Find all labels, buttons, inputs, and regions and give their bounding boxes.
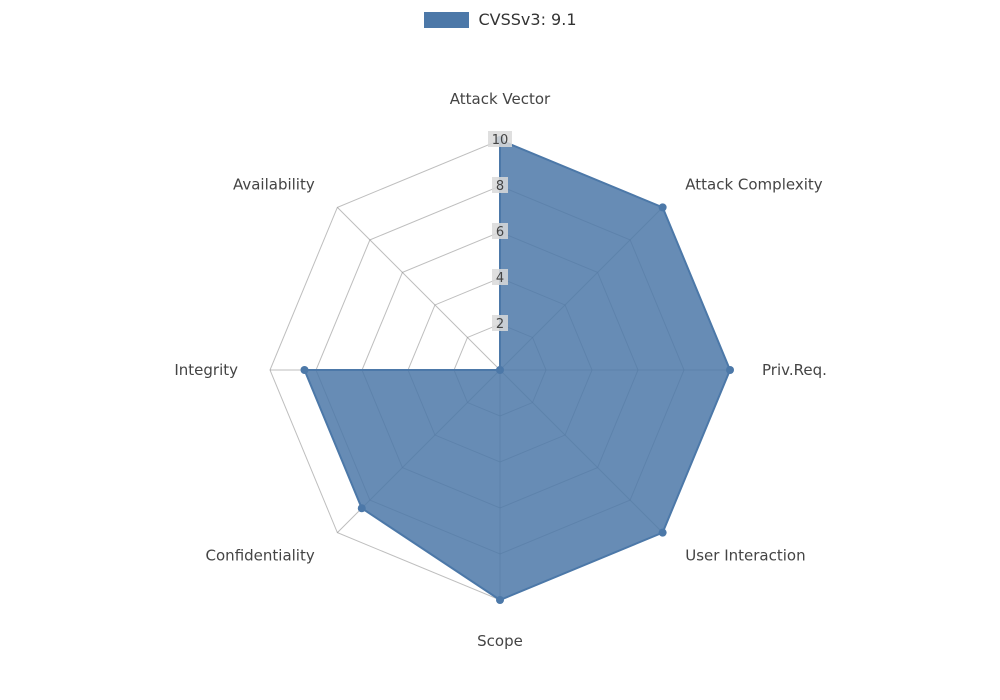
radar-chart: Attack Vector Attack Complexity Priv.Req. U…: [0, 0, 1000, 700]
axis-label: Confidentiality: [206, 546, 315, 564]
series-point: [496, 596, 504, 604]
series-point: [659, 203, 667, 211]
tick-label: 6: [496, 225, 504, 240]
tick-label: 2: [496, 317, 504, 332]
grid-spoke: [337, 207, 500, 370]
series-point: [358, 504, 366, 512]
tick-label: 4: [496, 271, 504, 286]
axis-label: Attack Vector: [450, 90, 551, 108]
axis-label: Scope: [477, 632, 523, 650]
series-point: [659, 529, 667, 537]
axis-label: User Interaction: [685, 546, 805, 564]
tick-label: 8: [496, 179, 504, 194]
axis-label: Attack Complexity: [685, 176, 822, 194]
tick-label: 10: [492, 133, 509, 148]
series-point: [726, 366, 734, 374]
axis-label: Integrity: [174, 361, 238, 379]
axis-label: Availability: [233, 176, 315, 194]
axis-label: Priv.Req.: [762, 361, 827, 379]
series-point: [301, 366, 309, 374]
series-point: [496, 366, 504, 374]
